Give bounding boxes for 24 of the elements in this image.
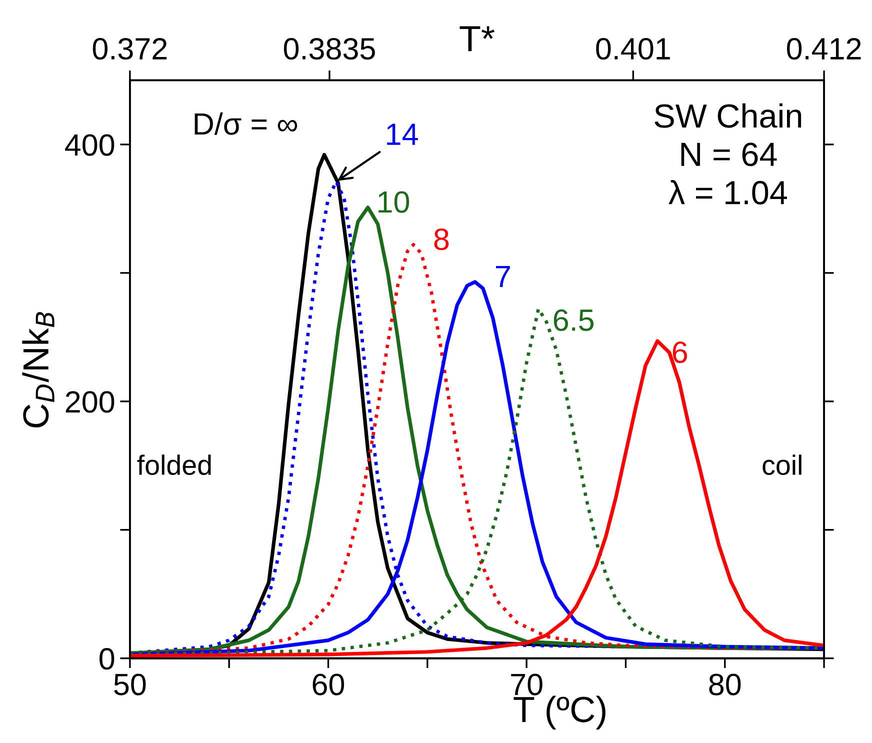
series-label: 8: [434, 228, 449, 250]
x-tick-label: 80: [709, 674, 741, 696]
y-tick-label: 0: [100, 648, 114, 670]
x2-tick-label: 0.3835: [284, 38, 375, 60]
series-label: 6: [672, 341, 687, 364]
y-axis-title: C$_{D}$/Nk$_{B}$: [22, 312, 54, 428]
series-label: 7: [496, 266, 510, 288]
series-label: 10: [378, 191, 410, 213]
x2-tick-label: 0.412: [787, 38, 861, 60]
x-tick-label: 70: [511, 674, 542, 696]
x-axis-title: T (ºC): [514, 696, 606, 730]
x2-axis-title: T*: [460, 26, 494, 52]
annotation: folded: [137, 454, 211, 475]
x-tick-label: 50: [114, 674, 146, 696]
y-tick-label: 200: [66, 391, 114, 413]
annotation: coil: [762, 454, 802, 475]
x2-tick-label: 0.372: [92, 38, 167, 60]
y-tick-label: 400: [65, 134, 114, 156]
series-label: 6.5: [554, 309, 594, 331]
annotation: SW Chain N = 64 λ = 1.04: [654, 103, 802, 204]
x-tick-label: 60: [312, 674, 344, 696]
x2-tick-label: 0.401: [596, 38, 670, 60]
series-label: D/σ = ∞: [194, 112, 298, 135]
text: 14: [387, 124, 418, 145]
